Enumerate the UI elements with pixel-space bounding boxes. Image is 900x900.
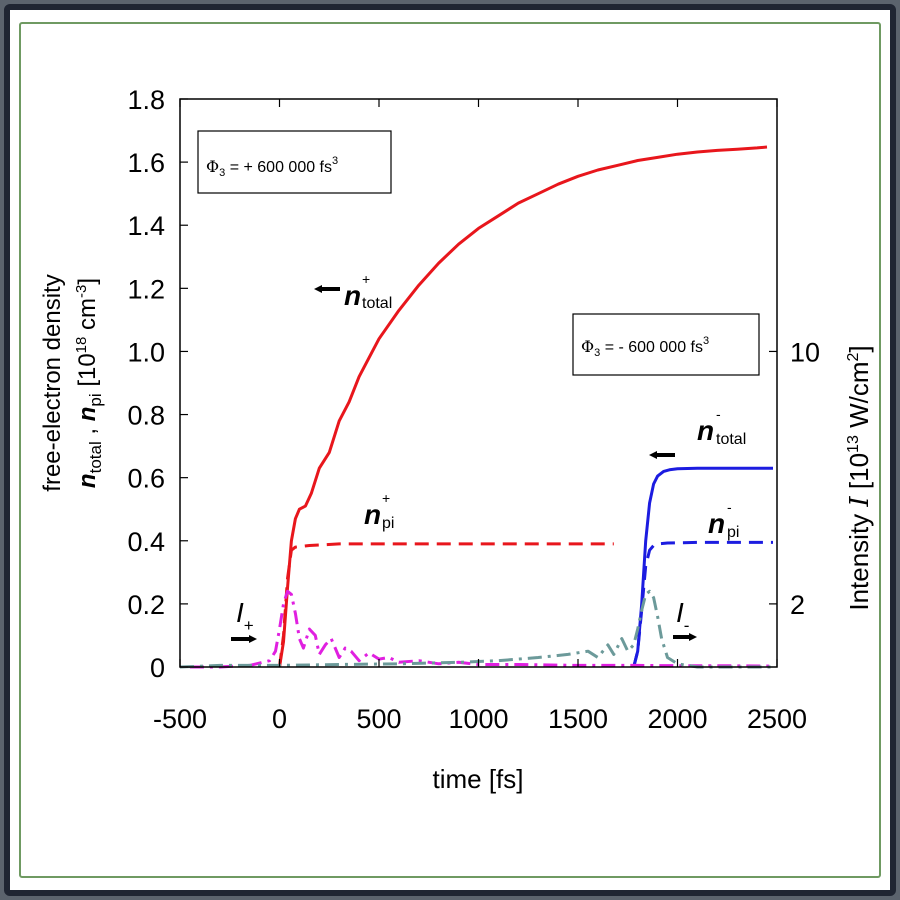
y-tick-label: 1.6	[127, 148, 165, 178]
y-tick-label: 1.4	[127, 211, 165, 241]
phi-minus-box	[572, 313, 760, 376]
y-tick-label: 0	[150, 653, 165, 683]
n-total-minus-sup: -	[716, 406, 721, 422]
y-label-units-c: ]	[74, 278, 101, 285]
phi-minus-annotation: Φ3 = - 600 000 fs3	[572, 313, 760, 376]
n-total-minus-label: n- total	[697, 406, 746, 448]
phi-minus-symbol: Φ	[581, 337, 594, 356]
y-label-total-sub: total	[86, 441, 105, 473]
phi-minus-text: Φ3 = - 600 000 fs3	[581, 335, 709, 359]
picture-frame	[4, 4, 896, 896]
y-label-exp-m3: -3	[73, 285, 90, 298]
I-plus-sub: +	[244, 616, 254, 635]
right-label-units-a: [10	[844, 453, 874, 496]
phi-plus-sub: 3	[219, 167, 225, 179]
n-total-minus-base: n	[697, 415, 714, 446]
right-tick-label: 10	[790, 337, 820, 367]
x-tick-label: 2500	[747, 704, 807, 734]
frame-inner-border	[19, 22, 881, 878]
I-minus-sub: -	[684, 616, 690, 635]
x-tick-label: 1000	[448, 704, 508, 734]
right-label-units-b: W/cm	[844, 361, 874, 435]
n-pi-plus-sub: pi	[382, 515, 394, 532]
phi-minus-sub: 3	[594, 347, 600, 359]
phi-minus-value: = - 600 000 fs	[600, 339, 703, 356]
x-tick-label: 500	[356, 704, 401, 734]
y-tick-label: 1.8	[127, 85, 165, 115]
n-total-plus-sup: +	[362, 271, 370, 287]
y-tick-label: 0.8	[127, 401, 165, 431]
I-plus-base: I	[236, 597, 244, 628]
phi-plus-symbol: Φ	[206, 157, 219, 176]
x-tick-label: 0	[272, 704, 287, 734]
phi-plus-sup: 3	[332, 155, 338, 167]
n-pi-minus-label: n- pi	[708, 499, 739, 541]
series-n-total-minus	[632, 466, 773, 668]
n-total-minus-sub: total	[716, 431, 746, 448]
phi-minus-sup: 3	[703, 335, 709, 347]
phi-plus-value: = + 600 000 fs	[225, 159, 332, 176]
y-tick-label: 0.2	[127, 590, 165, 620]
right-label-intensity: Intensity	[844, 507, 874, 611]
right-axis-label: Intensity I [1013 W/cm2]	[844, 345, 875, 610]
right-label-exp-2: 2	[845, 352, 862, 361]
y-tick-label: 1.0	[127, 337, 165, 367]
series-I-plus	[189, 589, 774, 669]
n-total-plus-sub: total	[362, 295, 392, 312]
n-pi-minus-base: n	[708, 508, 725, 539]
phi-plus-annotation: Φ3 = + 600 000 fs3	[197, 130, 392, 194]
y-tick-label: 0.6	[127, 464, 165, 494]
I-minus-label: I-	[676, 597, 689, 635]
right-label-units-c: ]	[844, 345, 874, 352]
x-tick-label: -500	[153, 704, 207, 734]
series-n-total-plus	[278, 145, 768, 668]
n-pi-plus-sup: +	[382, 490, 390, 506]
y-label-units-b: cm	[74, 298, 101, 337]
x-axis-label: time [fs]	[432, 764, 523, 794]
n-pi-minus-sup: -	[727, 499, 732, 515]
series-I-minus	[179, 589, 773, 669]
x-tick-label: 2000	[647, 704, 707, 734]
y-label-pi-sub: pi	[86, 393, 105, 406]
axis-layer: -500 0 500 1000 1500 2000 2500 0 0.2 0.4 0.6 0.8 1.0…	[127, 85, 820, 734]
n-total-plus-base: n	[344, 280, 361, 311]
y-axis-label-line2: ntotal , npi [1018 cm-3]	[73, 278, 105, 488]
n-pi-plus-label: n+ pi	[364, 490, 394, 532]
n-pi-plus-base: n	[364, 499, 381, 530]
series-n-pi-plus	[278, 542, 614, 668]
y-label-units-a: [10	[74, 353, 101, 393]
y-tick-label: 1.2	[127, 274, 165, 304]
n-pi-minus-sub: pi	[727, 524, 739, 541]
y-label-n-pi: n	[74, 407, 101, 422]
y-label-exp-18: 18	[73, 337, 90, 354]
y-tick-label: 0.4	[127, 527, 165, 557]
series-layer	[179, 145, 774, 669]
I-plus-label: I+	[236, 597, 254, 635]
right-label-I: I	[845, 496, 875, 508]
series-n-pi-minus	[632, 540, 773, 668]
n-total-plus-label: n+ total	[344, 271, 392, 312]
right-label-exp-13: 13	[845, 435, 862, 453]
y-label-n-total: n	[74, 473, 101, 488]
y-axis-label-line1: free-electron density	[39, 274, 66, 491]
phi-plus-text: Φ3 = + 600 000 fs3	[206, 155, 338, 179]
x-tick-label: 1500	[548, 704, 608, 734]
I-minus-base: I	[676, 597, 684, 628]
right-tick-label: 2	[790, 590, 805, 620]
y-label-comma: ,	[74, 421, 101, 441]
phi-plus-box	[197, 130, 392, 194]
